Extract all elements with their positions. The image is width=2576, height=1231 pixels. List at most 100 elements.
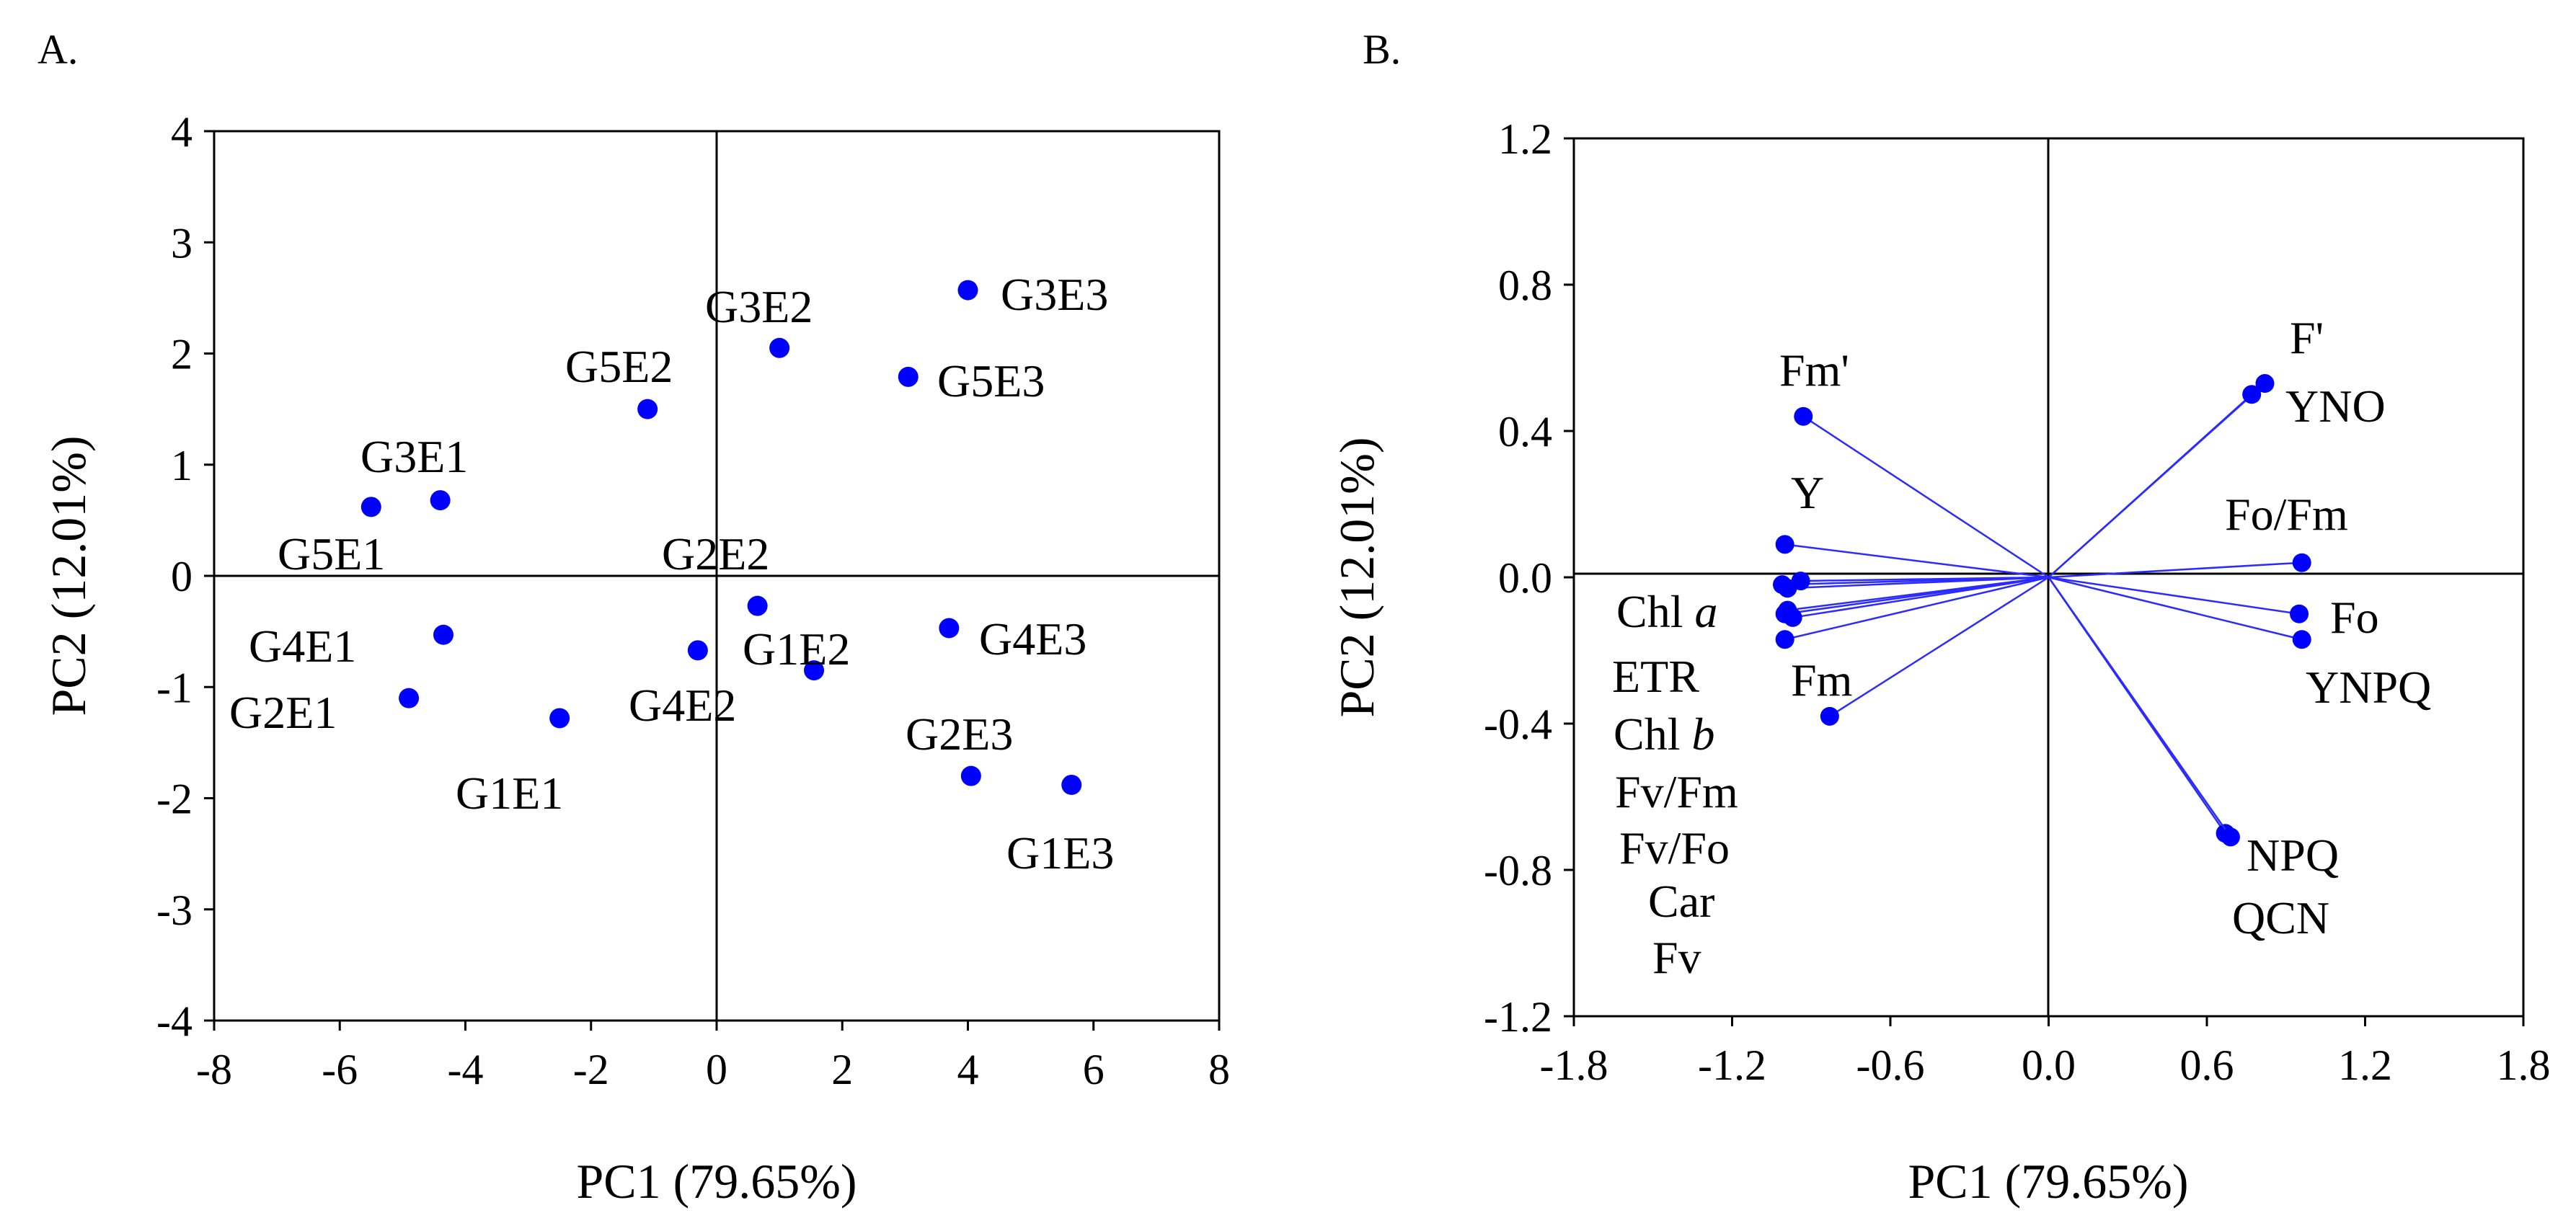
panel-a-point-labels: G3E3 G3E2 G5E3 G5E2 G3E1 G5E1 G2E2 G4E3 … [229, 269, 1114, 879]
x-tick-label: 0.0 [2022, 1041, 2076, 1089]
point-g1e1 [549, 708, 570, 729]
point-label-g3e2: G3E2 [705, 281, 813, 332]
point-g3e1 [430, 490, 451, 511]
variable-label-fv-fm: Fv/Fm [1615, 766, 1738, 817]
variable-label-yno: YNO [2285, 381, 2386, 432]
point-g4e3 [939, 618, 960, 639]
point-label-g1e3: G1E3 [1006, 827, 1114, 879]
vector-y [1784, 543, 2049, 579]
panel-a-y-ticks: -4 -3 -2 -1 0 1 2 3 4 [156, 108, 214, 1045]
point-g1e3 [1061, 774, 1082, 795]
variable-label-fo: Fo [2330, 592, 2379, 643]
vector-tip-ynpq [2292, 630, 2311, 649]
x-tick-label: 4 [957, 1046, 979, 1093]
vector-car [1800, 576, 2049, 582]
vector-qcn [2048, 577, 2231, 838]
point-label-g4e1: G4E1 [249, 621, 356, 672]
point-g3e2 [769, 337, 790, 358]
vector-tip-qcn [2221, 827, 2240, 847]
variable-label-npq: NPQ [2247, 830, 2339, 881]
x-tick-label: -8 [196, 1046, 232, 1093]
y-tick-label: 0.0 [1498, 554, 1552, 602]
point-label-g2e2: G2E2 [662, 528, 769, 579]
y-tick-label: -2 [156, 776, 192, 823]
x-tick-label: -4 [448, 1046, 484, 1093]
variable-label-fv-fo: Fv/Fo [1619, 822, 1730, 874]
point-label-g3e1: G3E1 [360, 431, 468, 482]
point-g4e1 [433, 624, 454, 645]
panel-b-y-ticks: -1.2 -0.8 -0.4 0.0 0.4 0.8 1.2 [1484, 115, 1574, 1041]
panel-a-y-axis-label: PC2 (12.01%) [41, 435, 96, 716]
y-tick-label: -3 [156, 886, 192, 934]
vector-tip-y [1775, 535, 1794, 554]
point-g2e2 [747, 595, 768, 616]
x-tick-label: 1.2 [2338, 1041, 2392, 1089]
vector-tip-fv-fo [1783, 608, 1802, 627]
x-tick-label: -1.2 [1698, 1041, 1766, 1089]
y-tick-label: -1.2 [1484, 993, 1552, 1041]
point-g4e2 [687, 640, 708, 661]
y-tick-label: 3 [171, 219, 192, 267]
vector-yno [2048, 394, 2253, 578]
vector-ynpq [2048, 576, 2302, 641]
point-label-g5e3: G5E3 [937, 355, 1045, 406]
vector-chl-b [1787, 576, 2049, 590]
variable-label-chl-b: Chl b [1614, 708, 1714, 760]
point-label-g4e2: G4E2 [629, 680, 736, 731]
variable-label-fm: Fm [1791, 654, 1852, 706]
panel-b-x-axis-label: PC1 (79.65%) [1908, 1154, 2188, 1209]
x-tick-label: -0.6 [1856, 1041, 1925, 1089]
x-tick-label: -6 [322, 1046, 358, 1093]
vector-fm [1829, 576, 2050, 717]
variable-label-fm-prime: Fm' [1779, 345, 1849, 396]
vector-tip-yno [2242, 385, 2262, 404]
variable-label-chl-a: Chl a [1616, 586, 1717, 637]
vector-tip-fo-fm [2292, 553, 2311, 572]
x-tick-label: 0.6 [2180, 1041, 2234, 1089]
y-tick-label: -0.8 [1484, 847, 1552, 894]
y-tick-label: 0.8 [1498, 262, 1552, 309]
point-g3e3 [957, 280, 978, 301]
vector-fv-fo [1792, 576, 2049, 619]
vector-fo [2048, 576, 2300, 615]
vector-tip-f-prime [2255, 374, 2275, 394]
panel-b-y-axis-label: PC2 (12.01%) [1329, 437, 1384, 717]
panel-a-x-ticks: -8 -6 -4 -2 0 2 4 6 8 [196, 1021, 1230, 1093]
point-g1e2 [804, 660, 825, 681]
y-tick-label: 4 [171, 108, 192, 156]
x-tick-label: 6 [1083, 1046, 1105, 1093]
y-tick-label: -4 [156, 997, 192, 1045]
point-g2e3 [960, 765, 981, 786]
point-label-g4e3: G4E3 [979, 613, 1086, 665]
panel-b-variable-labels: F' YNO Fo/Fm Fo YNPQ NPQ QCN Fm' Y Chl a… [1612, 312, 2431, 983]
panel-b-x-ticks: -1.8 -1.2 -0.6 0.0 0.6 1.2 1.8 [1540, 1016, 2551, 1089]
variable-label-fo-fm: Fo/Fm [2225, 489, 2348, 540]
point-label-g2e1: G2E1 [229, 687, 337, 738]
point-g5e3 [898, 366, 919, 387]
variable-label-qcn: QCN [2232, 892, 2329, 943]
y-tick-label: 1 [171, 442, 192, 489]
panel-b-loading-vectors [1773, 374, 2311, 847]
chl-b-prefix: Chl [1614, 708, 1691, 760]
point-label-g5e2: G5E2 [565, 341, 673, 392]
panel-b-loading-plot: B. -1.8 -1.2 -0.6 0.0 0.6 1.2 1.8 -1.2-0.8-0.4… [1329, 26, 2551, 1209]
x-tick-label: -1.8 [1540, 1041, 1608, 1089]
point-label-g3e3: G3E3 [1001, 269, 1108, 320]
variable-label-fv: Fv [1652, 932, 1701, 983]
y-tick-label: 1.2 [1498, 115, 1552, 163]
y-tick-label: 0.4 [1498, 408, 1552, 455]
point-label-g2e3: G2E3 [906, 708, 1013, 760]
vector-fm-prime [1802, 415, 2050, 579]
vector-tip-fm [1820, 706, 1839, 726]
variable-label-ynpq: YNPQ [2306, 662, 2431, 713]
vector-tip-fo [2290, 604, 2309, 623]
panel-b-letter: B. [1363, 26, 1401, 73]
x-tick-label: 2 [831, 1046, 853, 1093]
variable-label-car: Car [1648, 876, 1714, 927]
point-label-g1e1: G1E1 [456, 768, 563, 819]
chl-b-italic: b [1691, 708, 1714, 760]
y-tick-label: -1 [156, 664, 192, 711]
x-tick-label: 8 [1208, 1046, 1230, 1093]
variable-label-y: Y [1791, 467, 1824, 518]
